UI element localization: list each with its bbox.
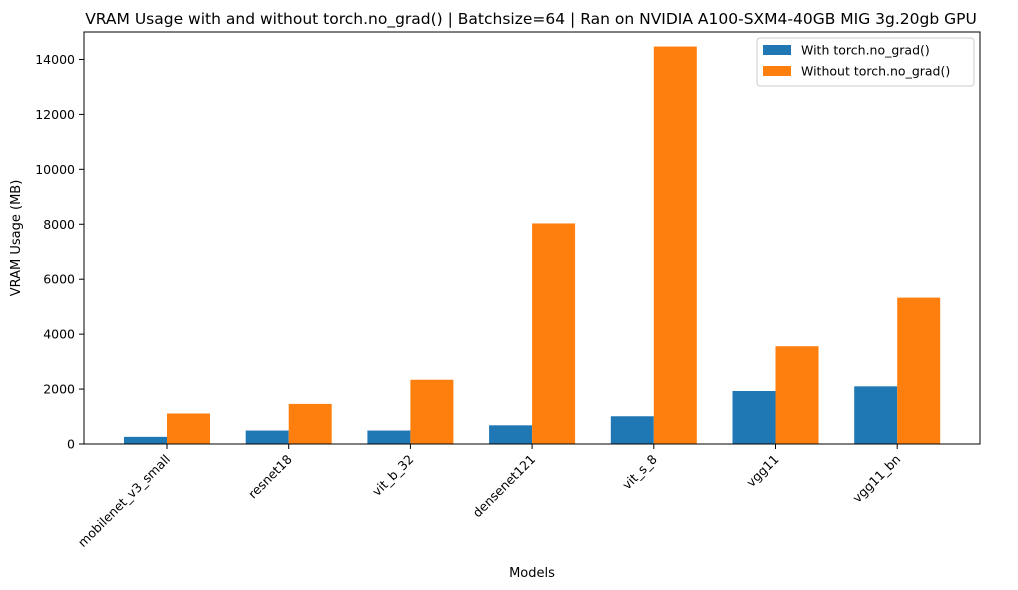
plot-frame — [84, 32, 980, 444]
bar-without-no-grad-vit_s_8 — [654, 47, 697, 444]
y-tick-label: 4000 — [43, 327, 75, 342]
bar-with-no-grad-densenet121 — [489, 425, 532, 444]
bar-with-no-grad-vit_b_32 — [367, 431, 410, 444]
bar-without-no-grad-vgg11_bn — [897, 298, 940, 444]
y-tick-label: 12000 — [35, 107, 75, 122]
y-tick-label: 0 — [67, 437, 75, 452]
x-tick-label: vit_b_32 — [369, 452, 416, 499]
x-tick-label: mobilenet_v3_small — [75, 452, 173, 550]
bar-with-no-grad-vgg11_bn — [854, 386, 897, 444]
x-tick-label: vgg11_bn — [849, 452, 903, 506]
x-axis-label: Models — [509, 566, 555, 581]
bar-without-no-grad-densenet121 — [532, 223, 575, 444]
x-tick-label: densenet121 — [470, 452, 539, 521]
bar-with-no-grad-mobilenet_v3_small — [124, 437, 167, 444]
bar-with-no-grad-vit_s_8 — [611, 416, 654, 444]
bar-with-no-grad-resnet18 — [246, 431, 289, 444]
bar-with-no-grad-vgg11 — [733, 391, 776, 444]
chart-title: VRAM Usage with and without torch.no_gra… — [85, 10, 977, 29]
y-tick-label: 14000 — [35, 52, 75, 67]
x-tick-label: vit_s_8 — [619, 451, 660, 492]
bars-group — [124, 47, 940, 444]
y-tick-label: 2000 — [43, 382, 75, 397]
y-axis: 0 2000 4000 6000 8000 10000 12000 14000 — [35, 52, 84, 452]
legend-label-with-no-grad: With torch.no_grad() — [801, 43, 930, 58]
bar-without-no-grad-resnet18 — [289, 404, 332, 444]
legend: With torch.no_grad() Without torch.no_gra… — [757, 38, 974, 86]
x-tick-label: vgg11 — [743, 452, 781, 490]
legend-swatch-with-no-grad — [763, 45, 791, 55]
y-tick-label: 8000 — [43, 217, 75, 232]
x-tick-label: resnet18 — [245, 451, 295, 501]
bar-without-no-grad-vgg11 — [776, 346, 819, 444]
bar-without-no-grad-vit_b_32 — [410, 380, 453, 444]
x-axis: mobilenet_v3_small resnet18 vit_b_32 densen… — [75, 444, 904, 550]
y-tick-label: 6000 — [43, 272, 75, 287]
y-tick-label: 10000 — [35, 162, 75, 177]
bar-without-no-grad-mobilenet_v3_small — [167, 414, 210, 444]
y-axis-label: VRAM Usage (MB) — [9, 180, 24, 297]
legend-label-without-no-grad: Without torch.no_grad() — [801, 64, 950, 79]
legend-swatch-without-no-grad — [763, 66, 791, 76]
